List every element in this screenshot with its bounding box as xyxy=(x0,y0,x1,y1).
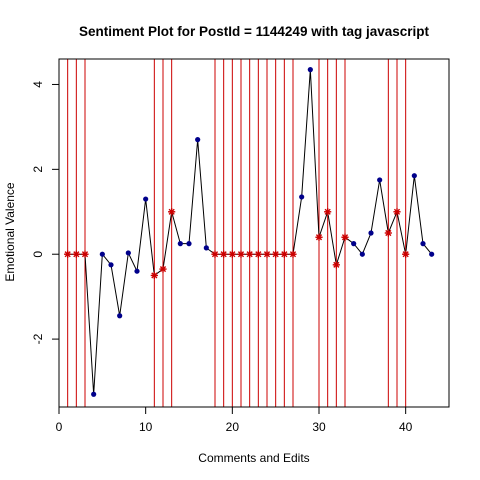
y-tick-label: 0 xyxy=(31,251,45,258)
edit-point-marker xyxy=(402,250,410,258)
comment-point xyxy=(143,196,149,202)
edit-point-marker xyxy=(246,250,254,258)
comment-point xyxy=(117,313,123,319)
edit-vertical-lines xyxy=(67,59,407,407)
edit-point-marker xyxy=(159,265,167,273)
edit-point-marker xyxy=(289,250,297,258)
comment-point xyxy=(186,241,192,247)
y-tick-label: -2 xyxy=(31,333,45,344)
edit-point-marker xyxy=(237,250,245,258)
x-axis: 0 10 20 30 40 xyxy=(56,406,413,434)
x-tick-label: 20 xyxy=(226,420,240,434)
y-axis: -2 0 2 4 xyxy=(31,81,60,344)
comment-point xyxy=(99,251,105,257)
comment-point xyxy=(177,241,183,247)
x-tick-label: 30 xyxy=(312,420,326,434)
edit-point-marker xyxy=(341,233,349,241)
edit-point-marker xyxy=(81,250,89,258)
edit-point-marker xyxy=(228,250,236,258)
comment-point xyxy=(359,251,365,257)
edit-point-marker xyxy=(384,229,392,237)
comment-point xyxy=(125,250,131,256)
edit-point-marker xyxy=(263,250,271,258)
edit-point-marker xyxy=(254,250,262,258)
edit-point-marker xyxy=(315,233,323,241)
comment-point xyxy=(203,245,209,251)
comment-point xyxy=(420,241,426,247)
edit-point-marker xyxy=(272,250,280,258)
edit-point-marker xyxy=(220,250,228,258)
x-tick-label: 10 xyxy=(139,420,153,434)
edit-point-marker xyxy=(168,208,176,216)
y-axis-label: Emotional Valence xyxy=(3,182,17,281)
edit-point-marker xyxy=(393,208,401,216)
edit-point-marker xyxy=(72,250,80,258)
x-tick-label: 0 xyxy=(56,420,63,434)
comment-point xyxy=(368,230,374,236)
comment-point xyxy=(411,173,417,179)
comment-point xyxy=(134,268,140,274)
edit-point-marker xyxy=(332,261,340,269)
comment-point xyxy=(351,241,357,247)
comment-point xyxy=(377,177,383,183)
edit-point-marker xyxy=(211,250,219,258)
edit-point-marker xyxy=(150,271,158,280)
comment-point xyxy=(307,67,313,73)
comment-point xyxy=(91,391,97,397)
edit-point-marker xyxy=(280,250,288,258)
chart-title: Sentiment Plot for PostId = 1144249 with… xyxy=(79,24,429,39)
edit-point-marker xyxy=(64,250,72,258)
comment-point xyxy=(108,262,114,268)
edit-point-marker xyxy=(324,208,332,216)
data-points-group xyxy=(64,67,435,397)
y-tick-label: 2 xyxy=(31,166,45,173)
comment-point xyxy=(195,137,201,143)
comment-point xyxy=(429,251,435,257)
x-axis-label: Comments and Edits xyxy=(198,451,309,465)
comment-point xyxy=(299,194,305,200)
y-tick-label: 4 xyxy=(31,81,45,88)
x-tick-label: 40 xyxy=(399,420,413,434)
